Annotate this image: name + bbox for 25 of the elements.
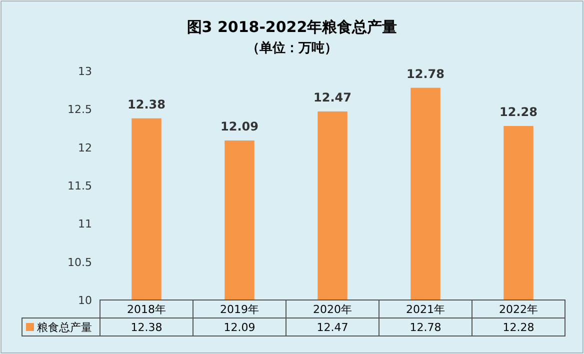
y-tick-label: 10.5 (68, 256, 92, 269)
y-tick-label: 12.5 (68, 103, 92, 116)
x-tick-label: 2022年 (499, 303, 538, 316)
legend-label: 粮食总产量 (37, 321, 92, 334)
x-tick-label: 2019年 (220, 303, 259, 316)
y-tick-label: 10 (78, 294, 92, 307)
x-tick-label: 2018年 (127, 303, 166, 316)
y-tick-label: 12 (78, 141, 92, 154)
chart-subtitle: （单位：万吨） (246, 40, 338, 56)
text: 12.47 (316, 321, 348, 334)
y-tick-label: 11 (78, 218, 92, 231)
text: 12.78 (410, 321, 442, 334)
chart-title: 图3 2018-2022年粮食总产量 (186, 18, 398, 36)
data-label: 12.38 (128, 97, 166, 112)
data-label: 12.28 (500, 104, 538, 119)
text: 12.38 (130, 321, 162, 334)
data-label: 12.09 (220, 119, 258, 134)
y-tick-label: 11.5 (68, 180, 92, 192)
text: 12.28 (502, 321, 534, 334)
data-label: 12.47 (314, 90, 352, 104)
y-tick-label: 13 (78, 65, 92, 78)
x-tick-label: 2020年 (313, 303, 352, 316)
data-label: 12.78 (406, 66, 444, 81)
x-tick-label: 2021年 (406, 303, 445, 316)
text: 12.09 (224, 321, 256, 334)
